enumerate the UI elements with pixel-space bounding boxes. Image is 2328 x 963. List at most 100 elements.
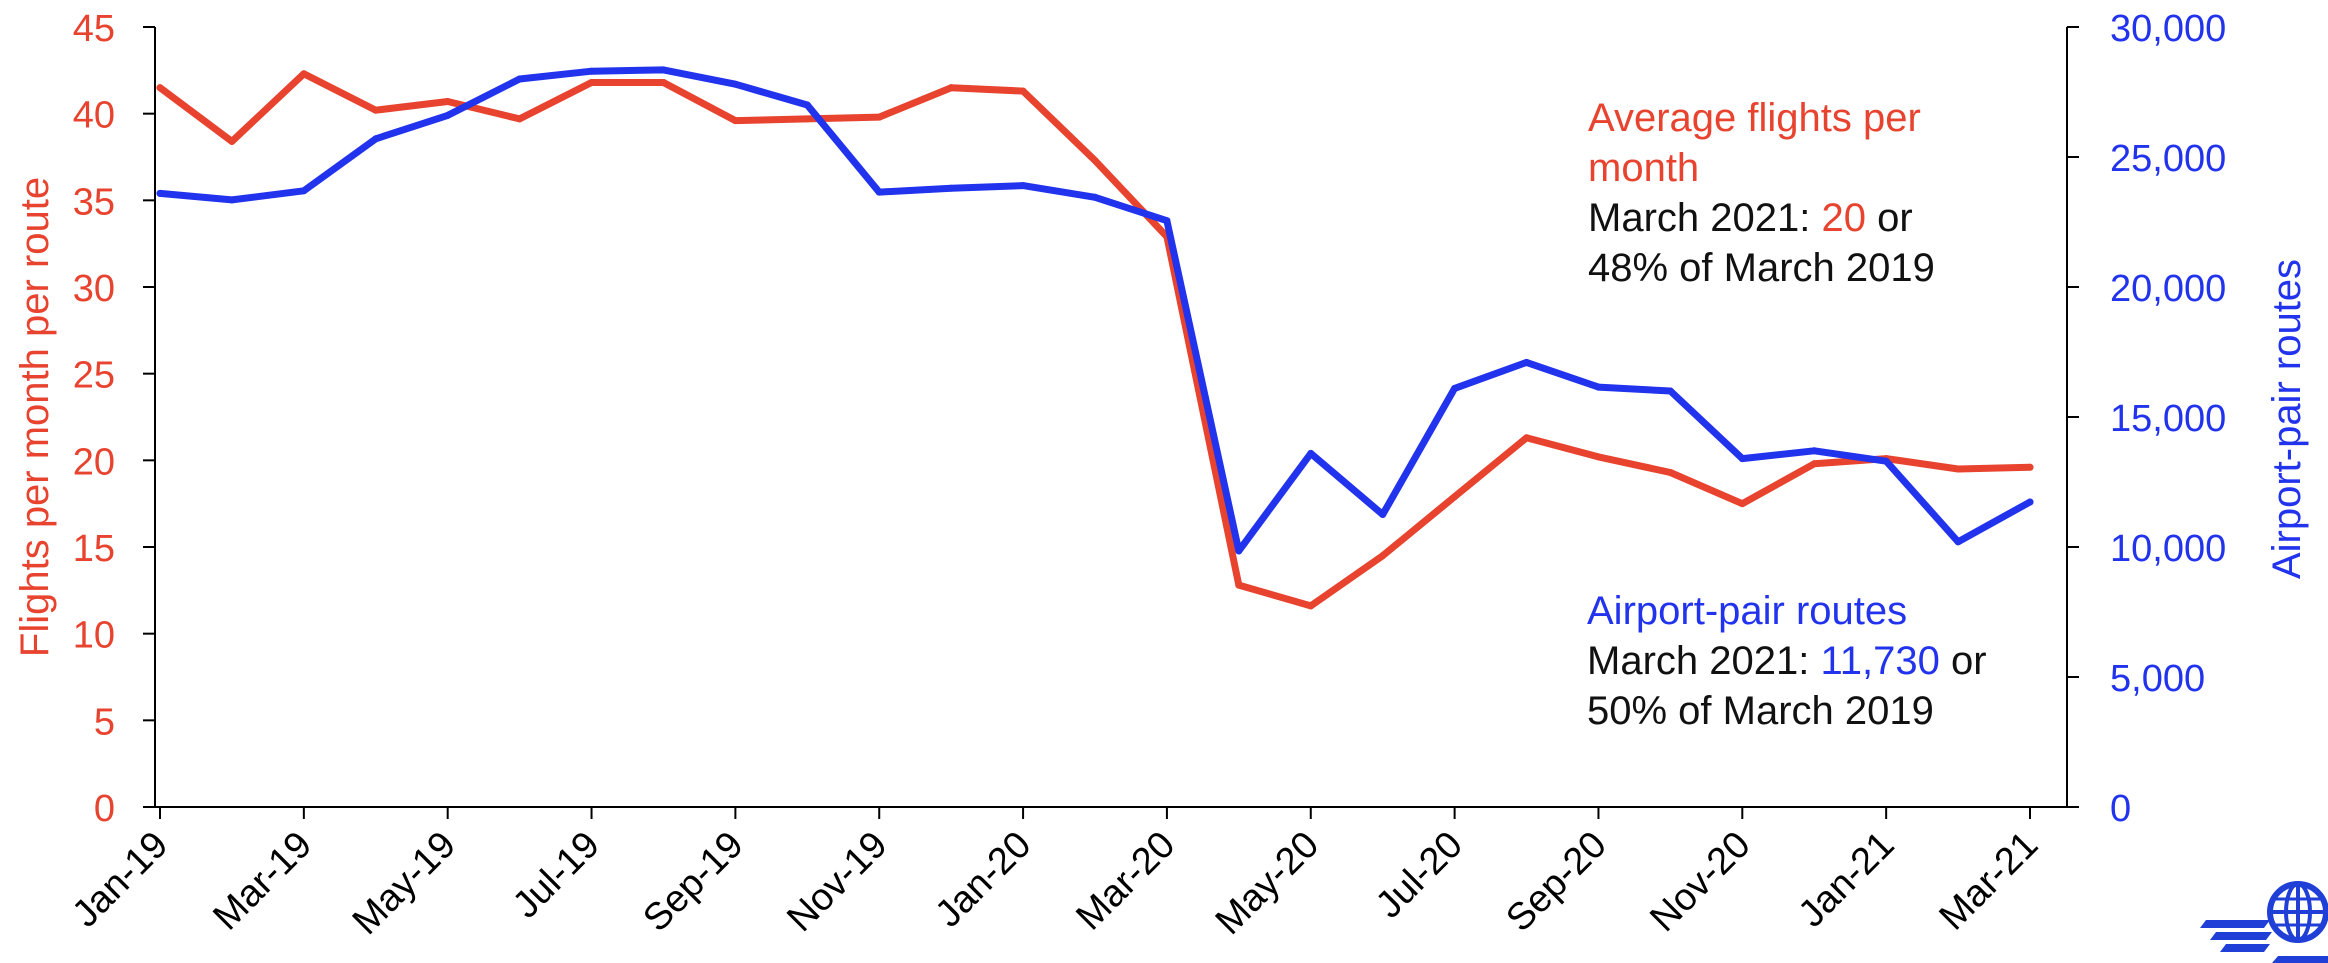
flights-annotation: Average flights per month March 2021: 20…	[1588, 93, 2008, 293]
data-point	[1379, 552, 1387, 560]
x-tick-label: Nov-20	[1642, 824, 1758, 940]
x-tick-label: Jan-19	[64, 824, 176, 936]
x-tick-label: Nov-19	[779, 824, 895, 940]
y-left-tick-label: 20	[73, 441, 115, 483]
x-tick-label: Jul-19	[505, 824, 608, 927]
data-point	[1523, 434, 1531, 442]
flights-annotation-suffix: or	[1865, 196, 1913, 240]
data-point	[1451, 493, 1459, 501]
data-point	[1307, 449, 1315, 457]
data-point	[1954, 465, 1962, 473]
y-right-tick-label: 10,000	[2110, 528, 2226, 570]
data-point	[1882, 457, 1890, 465]
flights-annotation-detail: March 2021: 20 or	[1588, 193, 2008, 243]
data-point	[2026, 498, 2034, 506]
data-point	[372, 135, 380, 143]
flights-annotation-share: 48% of March 2019	[1588, 246, 1935, 290]
data-point	[1666, 387, 1674, 395]
x-tick-label: Jan-21	[1791, 824, 1903, 936]
data-point	[372, 106, 380, 114]
data-point	[1451, 384, 1459, 392]
x-tick-label: Jul-20	[1368, 824, 1471, 927]
data-point	[1091, 156, 1099, 164]
x-tick-label: Sep-20	[1498, 824, 1614, 940]
x-tick-label: Mar-19	[205, 824, 320, 939]
data-point	[1523, 358, 1531, 366]
iata-globe-logo-icon	[2200, 881, 2328, 963]
data-point	[1379, 511, 1387, 518]
flights-annotation-value: 20	[1821, 196, 1866, 240]
data-point	[444, 98, 452, 106]
y-right-axis-title: Airport-pair routes	[2265, 259, 2309, 579]
routes-annotation: Airport-pair routes March 2021: 11,730 o…	[1587, 586, 2047, 736]
data-point	[1810, 460, 1818, 468]
data-point	[1019, 87, 1027, 95]
data-point	[588, 78, 596, 86]
data-point	[1594, 383, 1602, 391]
routes-annotation-value: 11,730	[1820, 639, 1940, 683]
data-point	[659, 78, 667, 86]
y-left-tick-label: 15	[73, 528, 115, 570]
data-point	[2026, 463, 2034, 471]
y-right-tick-label: 5,000	[2110, 658, 2205, 700]
y-left-axis-title: Flights per month per route	[13, 177, 57, 657]
x-tick-label: Mar-21	[1932, 824, 2047, 939]
data-point	[300, 70, 308, 78]
data-point	[803, 101, 811, 109]
data-point	[1954, 538, 1962, 546]
data-point	[1091, 193, 1099, 201]
routes-annotation-share: 50% of March 2019	[1587, 689, 1934, 733]
data-point	[731, 80, 739, 88]
data-point	[1307, 602, 1315, 610]
series-points-airport-pair-routes	[156, 66, 2034, 555]
x-tick-label: Jan-20	[928, 824, 1040, 936]
data-point	[803, 115, 811, 123]
data-point	[516, 115, 524, 123]
x-tick-label: Mar-20	[1068, 824, 1183, 939]
y-right-tick-label: 30,000	[2110, 8, 2226, 50]
x-tick-label: May-20	[1208, 824, 1327, 943]
data-point	[444, 111, 452, 119]
data-point	[156, 84, 164, 92]
y-right-tick-label: 20,000	[2110, 268, 2226, 310]
data-point	[1738, 500, 1746, 508]
data-point	[1810, 447, 1818, 455]
routes-annotation-detail: March 2021: 11,730 or	[1587, 636, 2047, 686]
data-point	[1738, 455, 1746, 463]
y-left-tick-label: 40	[73, 95, 115, 137]
data-point	[1163, 217, 1171, 225]
routes-annotation-suffix: or	[1939, 639, 1987, 683]
x-tick-label: May-19	[345, 824, 464, 943]
y-left-tick-label: 25	[73, 355, 115, 397]
data-point	[516, 75, 524, 83]
data-point	[588, 67, 596, 75]
data-point	[731, 117, 739, 125]
y-left-tick-label: 10	[73, 615, 115, 657]
x-tick-label: Sep-19	[635, 824, 751, 940]
data-point	[1235, 581, 1243, 589]
routes-annotation-title: Airport-pair routes	[1587, 589, 1908, 633]
data-point	[156, 189, 164, 197]
y-left-tick-label: 0	[94, 788, 115, 830]
y-right-tick-label: 0	[2110, 788, 2131, 830]
routes-annotation-prefix: March 2021:	[1587, 639, 1821, 683]
y-left-tick-label: 30	[73, 268, 115, 310]
data-point	[875, 188, 883, 196]
data-point	[947, 84, 955, 92]
data-point	[228, 196, 236, 204]
data-point	[228, 137, 236, 145]
data-point	[1666, 468, 1674, 476]
flights-annotation-prefix: March 2021:	[1588, 196, 1822, 240]
flights-annotation-title: Average flights per month	[1588, 96, 1921, 190]
data-point	[1019, 182, 1027, 190]
data-point	[1235, 547, 1243, 555]
y-left-tick-label: 45	[73, 8, 115, 50]
data-point	[875, 113, 883, 121]
data-point	[659, 66, 667, 74]
data-point	[300, 187, 308, 195]
data-point	[947, 184, 955, 192]
y-right-tick-label: 15,000	[2110, 398, 2226, 440]
y-left-tick-label: 5	[94, 701, 115, 743]
data-point	[1594, 453, 1602, 461]
